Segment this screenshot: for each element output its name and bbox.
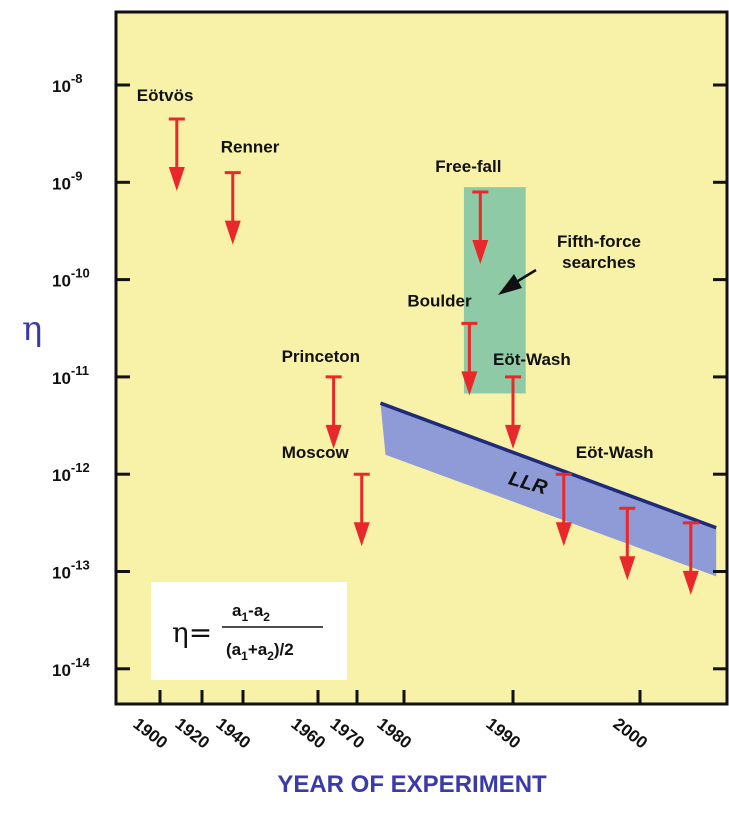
y-axis-label: η [22,309,42,349]
x-tick-label: 1980 [374,714,416,752]
x-tick-label: 1970 [327,714,369,752]
upper-limit-arrow [682,521,699,595]
upper-limit-arrow [555,472,572,547]
regions-layer: LLR [379,187,717,577]
fifth-force-box [463,187,526,394]
experiment-label: Moscow [282,443,350,462]
x-tick-label: 1940 [213,714,255,752]
x-tick-label: 2000 [610,714,652,752]
x-tick-label: 1920 [172,714,214,752]
y-tick-label: 10-12 [52,460,90,485]
formula-numerator: a1-a2 [232,601,270,624]
y-tick-label: 10-14 [52,655,90,680]
x-tick-label: 1960 [288,714,330,752]
formula-denominator: (a1+a2)/2 [226,640,294,663]
upper-limit-arrow [619,506,636,581]
experiment-label: Renner [221,138,280,157]
limits-layer [168,117,699,595]
llr-band [380,403,717,577]
upper-limit-arrow [505,375,521,449]
experiment-labels: Fifth-force searches Eötvös Renner Princeton… [137,86,654,462]
formula-lhs: η= [172,616,212,649]
upper-limit-arrow [168,117,185,192]
experiment-label: Eöt-Wash [576,443,654,462]
x-axis-label: YEAR OF EXPERIMENT [277,771,547,798]
upper-limit-arrow [461,321,478,396]
x-tick-label: 1900 [130,714,172,752]
upper-limit-arrow [325,375,342,449]
upper-limit-arrow [224,171,241,245]
plot-frame [114,10,729,706]
experiment-label: Princeton [282,347,360,366]
experiment-label: Eöt-Wash [493,350,571,369]
experiment-label: Free-fall [435,157,501,176]
x-tick-label: 1990 [483,714,525,752]
y-axis: 10-8 10-9 10-10 10-11 10-12 10-13 10-14 [52,71,727,680]
llr-upper-edge [379,401,717,530]
upper-limit-arrow [353,472,370,547]
fifth-force-label: Fifth-force searches [557,232,641,272]
y-tick-label: 10-10 [52,266,90,291]
fifth-force-pointer-head [498,274,522,295]
formula-box: η= a1-a2 (a1+a2)/2 [151,582,347,680]
y-tick-label: 10-8 [52,71,82,96]
y-tick-label: 10-9 [52,168,82,193]
y-tick-label: 10-13 [52,558,90,583]
experiment-label: Boulder [407,291,472,310]
upper-limit-arrow [472,190,489,265]
y-tick-label: 10-11 [52,363,89,388]
experiment-label: Eötvös [137,86,194,105]
